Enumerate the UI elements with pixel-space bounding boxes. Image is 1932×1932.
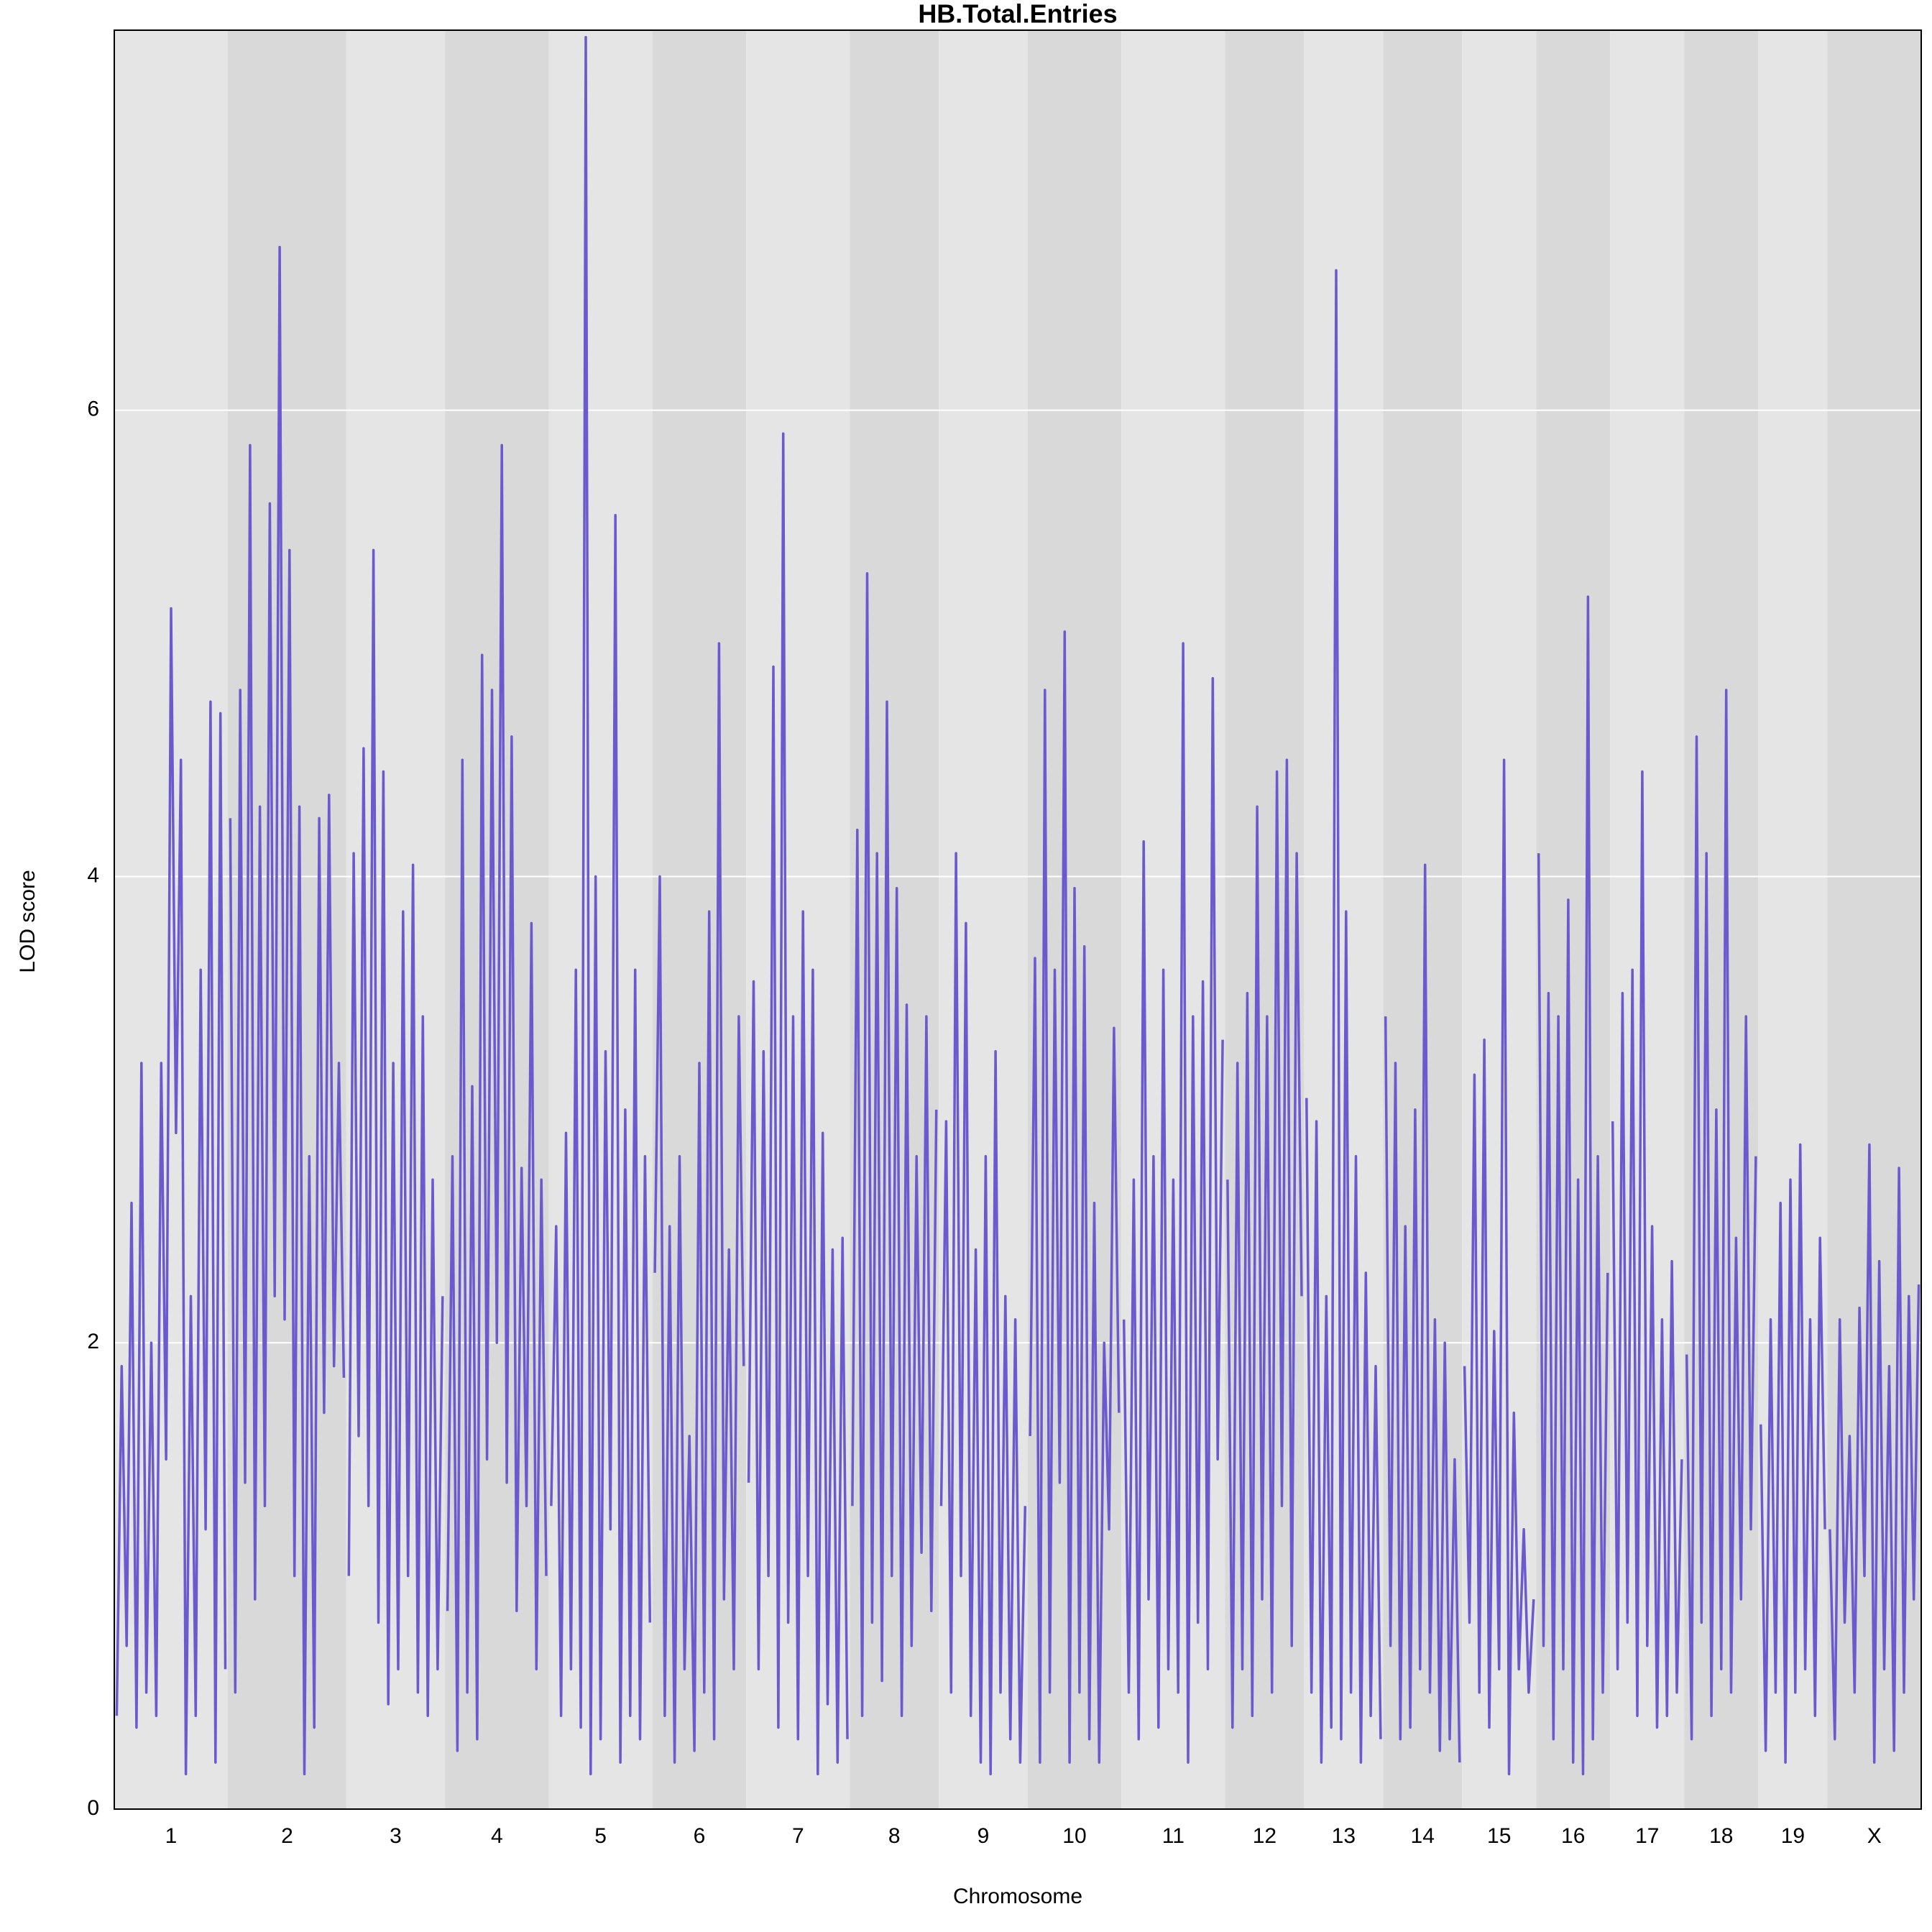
x-axis-label: Chromosome: [953, 1885, 1082, 1908]
lod-line: [1226, 758, 1303, 1729]
lod-line: [747, 432, 849, 1776]
x-tick-label: 8: [888, 1824, 901, 1848]
lod-line: [1305, 269, 1382, 1764]
x-tick-label: 18: [1709, 1824, 1733, 1848]
lod-line: [1685, 689, 1757, 1741]
x-tick-label: 7: [792, 1824, 804, 1848]
y-tick-label: 6: [87, 397, 99, 421]
y-tick-label: 2: [87, 1330, 99, 1353]
x-tick-label: 17: [1635, 1824, 1659, 1848]
chromosome-band: [548, 30, 653, 1809]
y-axis-label: LOD score: [16, 870, 40, 972]
x-tick-label: 13: [1332, 1824, 1356, 1848]
x-tick-label: 10: [1062, 1824, 1086, 1848]
x-tick-label: 2: [281, 1824, 293, 1848]
x-tick-label: 16: [1561, 1824, 1585, 1848]
lod-line: [939, 852, 1027, 1776]
x-tick-label: 4: [491, 1824, 503, 1848]
chart-title: HB.Total.Entries: [918, 0, 1117, 29]
x-tick-label: 19: [1781, 1824, 1805, 1848]
x-tick-label: X: [1867, 1824, 1882, 1848]
chromosome-band: [746, 30, 850, 1809]
lod-lines: [115, 35, 1920, 1776]
x-tick-label: 5: [594, 1824, 607, 1848]
chromosome-band: [1536, 30, 1611, 1809]
lod-line: [446, 443, 548, 1752]
x-tick-label: 14: [1411, 1824, 1435, 1848]
x-tick-label: 9: [978, 1824, 990, 1848]
chromosome-band: [1383, 30, 1463, 1809]
x-tick-label: 15: [1487, 1824, 1511, 1848]
lod-line: [115, 607, 227, 1776]
lod-line: [653, 642, 745, 1764]
y-tick-label: 0: [87, 1796, 99, 1820]
x-tick-label: 3: [390, 1824, 402, 1848]
lod-line: [1384, 863, 1461, 1763]
plot-frame: [114, 29, 1922, 1810]
lod-line: [1828, 1143, 1920, 1764]
lod-line: [851, 572, 938, 1717]
lod-line: [1611, 770, 1683, 1729]
y-tick-label: 4: [87, 863, 99, 887]
lod-line: [1122, 642, 1224, 1764]
lod-line: [229, 245, 346, 1776]
x-tick-label: 6: [694, 1824, 706, 1848]
lod-line: [347, 548, 444, 1717]
lod-line: [550, 35, 652, 1776]
lod-line: [1760, 1143, 1826, 1764]
lod-line: [1537, 595, 1609, 1776]
lod-line: [1463, 758, 1535, 1776]
x-tick-label: 1: [165, 1824, 178, 1848]
chromosome-band: [1827, 30, 1921, 1809]
x-tick-label: 12: [1253, 1824, 1276, 1848]
chromosome-band: [1304, 30, 1384, 1809]
lod-line: [1029, 630, 1121, 1764]
x-tick-label: 11: [1162, 1824, 1184, 1848]
